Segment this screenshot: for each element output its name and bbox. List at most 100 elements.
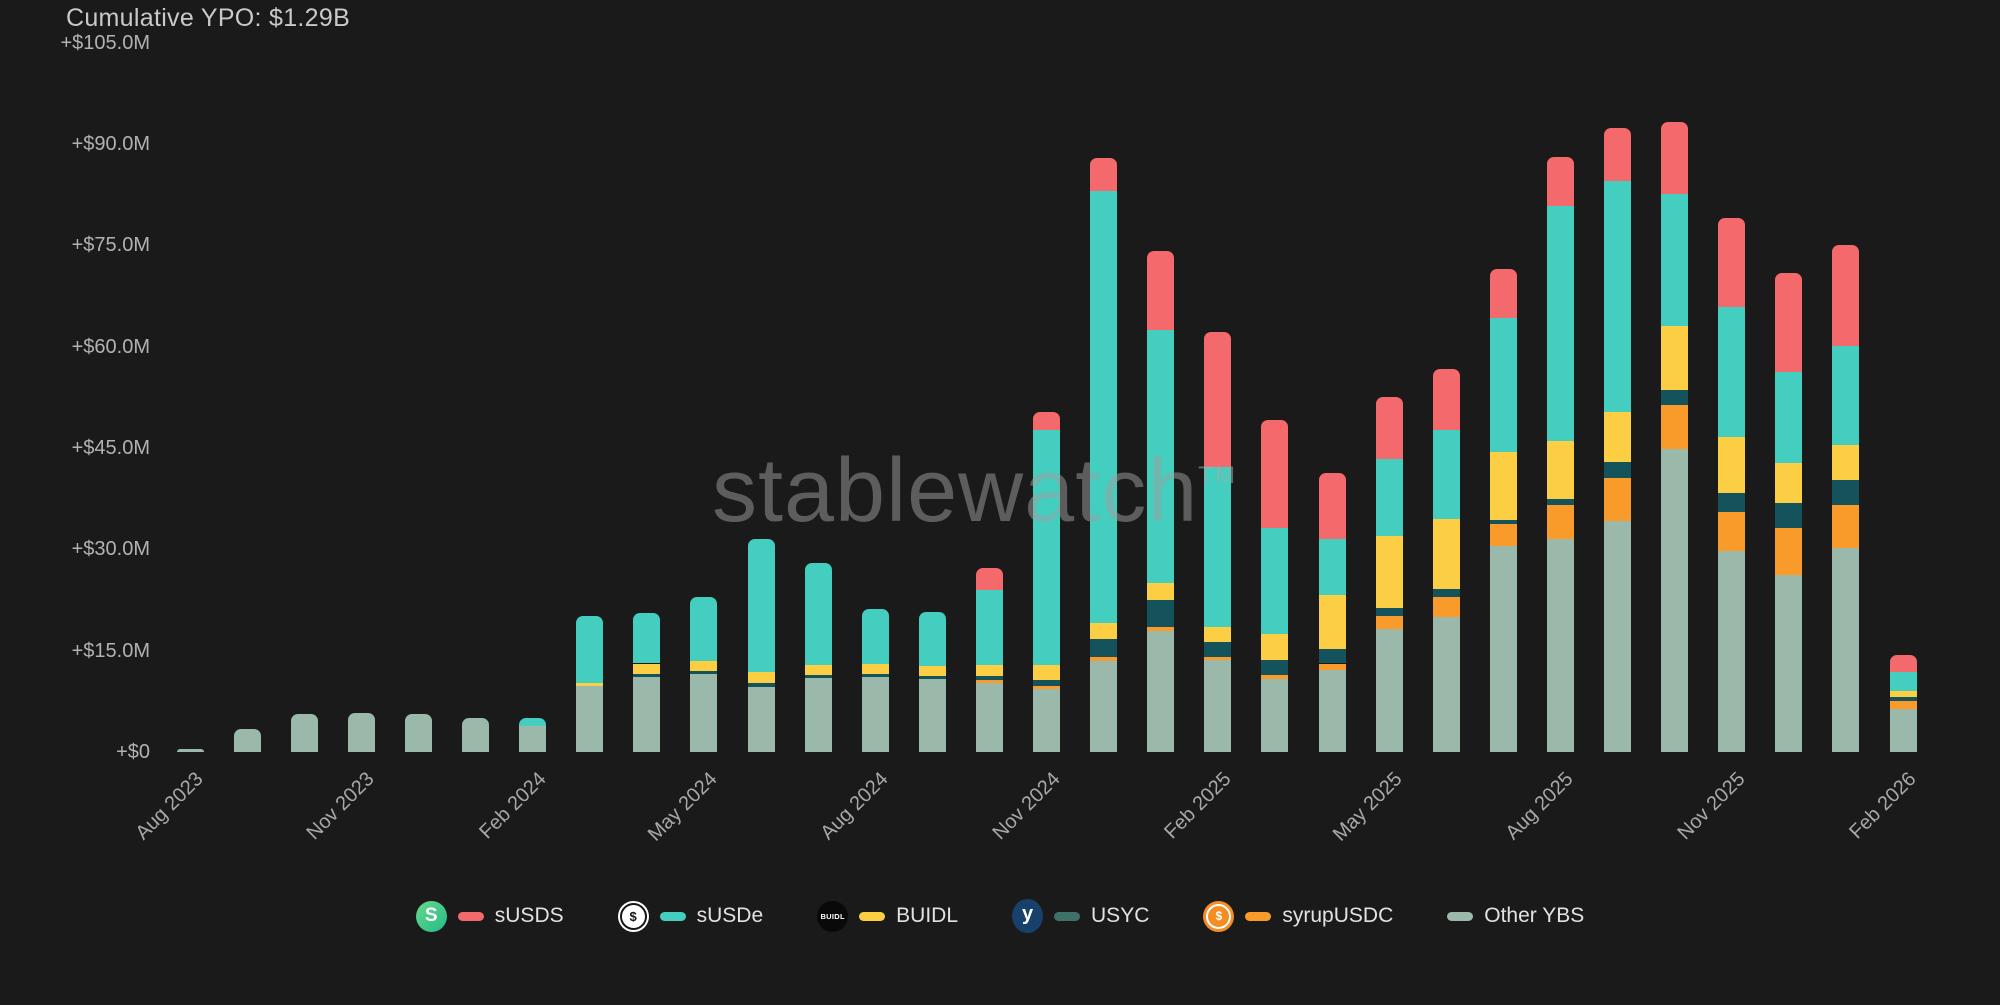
bar-may-2024[interactable]: [690, 0, 718, 752]
bar-segment-usyc[interactable]: [1204, 641, 1232, 657]
bar-segment-other-ybs[interactable]: [1604, 520, 1631, 752]
bar-segment-usyc[interactable]: [1375, 608, 1403, 617]
bar-sep-2025[interactable]: [1604, 0, 1631, 752]
bar-jul-2025[interactable]: [1489, 0, 1517, 752]
bar-segment-buidl[interactable]: [1775, 462, 1803, 504]
bar-segment-susds[interactable]: [1432, 368, 1460, 430]
bar-segment-other-ybs[interactable]: [1432, 616, 1460, 752]
bar-segment-susds[interactable]: [1204, 331, 1232, 467]
bar-segment-susde[interactable]: [1432, 429, 1460, 519]
bar-segment-usyc[interactable]: [1261, 660, 1289, 675]
bar-segment-other-ybs[interactable]: [519, 726, 547, 752]
bar-segment-susde[interactable]: [576, 616, 604, 684]
bar-segment-other-ybs[interactable]: [804, 678, 832, 752]
bar-segment-syrupusdc[interactable]: [1033, 685, 1060, 690]
bar-segment-buidl[interactable]: [1033, 664, 1060, 680]
bar-segment-other-ybs[interactable]: [347, 712, 375, 752]
bar-segment-other-ybs[interactable]: [1546, 538, 1574, 752]
bar-segment-buidl[interactable]: [1090, 622, 1118, 639]
bar-segment-usyc[interactable]: [747, 683, 775, 688]
bar-segment-other-ybs[interactable]: [176, 748, 204, 752]
bar-segment-syrupusdc[interactable]: [1318, 663, 1346, 670]
bar-segment-usyc[interactable]: [1090, 638, 1118, 657]
bar-segment-buidl[interactable]: [1489, 452, 1517, 520]
bar-segment-other-ybs[interactable]: [1889, 708, 1917, 752]
bar-segment-susds[interactable]: [1489, 268, 1517, 318]
bar-segment-buidl[interactable]: [804, 664, 832, 675]
bar-segment-syrupusdc[interactable]: [1775, 527, 1803, 575]
bar-dec-2025[interactable]: [1775, 0, 1803, 752]
bar-segment-syrupusdc[interactable]: [1889, 701, 1917, 709]
bar-segment-susde[interactable]: [1546, 206, 1574, 442]
bar-segment-susde[interactable]: [1204, 466, 1232, 628]
bar-segment-usyc[interactable]: [1832, 479, 1860, 506]
bar-segment-syrupusdc[interactable]: [1718, 511, 1746, 551]
bar-segment-susds[interactable]: [1775, 273, 1803, 373]
legend-item-other-ybs[interactable]: Other YBS: [1447, 904, 1584, 928]
bar-segment-usyc[interactable]: [1147, 600, 1175, 628]
bar-segment-susde[interactable]: [975, 589, 1003, 665]
bar-jun-2025[interactable]: [1432, 0, 1460, 752]
bar-segment-usyc[interactable]: [918, 675, 946, 680]
bar-segment-syrupusdc[interactable]: [1604, 477, 1631, 521]
bar-segment-usyc[interactable]: [1604, 461, 1631, 478]
bar-segment-other-ybs[interactable]: [1033, 689, 1060, 752]
bar-segment-susde[interactable]: [1718, 306, 1746, 438]
bar-segment-other-ybs[interactable]: [233, 729, 261, 752]
bar-nov-2025[interactable]: [1718, 0, 1746, 752]
bar-segment-usyc[interactable]: [1318, 649, 1346, 664]
bar-segment-susde[interactable]: [747, 539, 775, 673]
bar-jun-2024[interactable]: [747, 0, 775, 752]
bar-segment-usyc[interactable]: [633, 673, 661, 677]
bar-segment-susds[interactable]: [1546, 156, 1574, 207]
bar-jan-2026[interactable]: [1832, 0, 1860, 752]
bar-segment-susde[interactable]: [690, 596, 718, 661]
bar-segment-usyc[interactable]: [1889, 697, 1917, 702]
bar-mar-2025[interactable]: [1261, 0, 1289, 752]
bar-segment-other-ybs[interactable]: [633, 677, 661, 752]
bar-segment-buidl[interactable]: [1889, 690, 1917, 698]
bar-segment-susde[interactable]: [1033, 430, 1060, 665]
bar-segment-syrupusdc[interactable]: [1661, 405, 1689, 450]
bar-segment-other-ybs[interactable]: [1775, 575, 1803, 752]
bar-segment-susds[interactable]: [1147, 250, 1175, 331]
bar-segment-usyc[interactable]: [861, 673, 889, 677]
bar-segment-susds[interactable]: [1261, 419, 1289, 529]
legend-item-syrupusdc[interactable]: $ syrupUSDC: [1203, 900, 1393, 932]
bar-segment-buidl[interactable]: [1147, 583, 1175, 600]
bar-sep-2024[interactable]: [918, 0, 946, 752]
bar-segment-buidl[interactable]: [1832, 444, 1860, 480]
bar-segment-susde[interactable]: [1375, 458, 1403, 536]
bar-segment-syrupusdc[interactable]: [975, 680, 1003, 684]
bar-may-2025[interactable]: [1375, 0, 1403, 752]
bar-segment-buidl[interactable]: [1432, 518, 1460, 590]
bar-segment-buidl[interactable]: [747, 672, 775, 684]
bar-segment-other-ybs[interactable]: [1204, 660, 1232, 752]
bar-segment-susde[interactable]: [1147, 330, 1175, 584]
bar-segment-susde[interactable]: [1889, 672, 1917, 691]
bar-segment-other-ybs[interactable]: [1261, 679, 1289, 752]
legend-item-buidl[interactable]: BUIDL BUIDL: [817, 900, 958, 932]
bar-segment-usyc[interactable]: [690, 670, 718, 675]
bar-segment-susde[interactable]: [1261, 528, 1289, 635]
bar-feb-2025[interactable]: [1204, 0, 1232, 752]
bar-segment-other-ybs[interactable]: [690, 674, 718, 752]
bar-feb-2026[interactable]: [1889, 0, 1917, 752]
bar-jul-2024[interactable]: [804, 0, 832, 752]
bar-aug-2025[interactable]: [1546, 0, 1574, 752]
bar-segment-susde[interactable]: [918, 612, 946, 667]
bar-segment-other-ybs[interactable]: [1661, 449, 1689, 752]
bar-segment-usyc[interactable]: [1546, 498, 1574, 505]
bar-segment-susde[interactable]: [633, 612, 661, 664]
bar-segment-usyc[interactable]: [1718, 493, 1746, 512]
bar-segment-usyc[interactable]: [1661, 389, 1689, 406]
bar-segment-syrupusdc[interactable]: [1090, 656, 1118, 661]
bar-segment-syrupusdc[interactable]: [1832, 505, 1860, 548]
bar-segment-buidl[interactable]: [975, 664, 1003, 676]
bar-segment-susde[interactable]: [1832, 346, 1860, 445]
bar-segment-usyc[interactable]: [1033, 679, 1060, 686]
bar-segment-syrupusdc[interactable]: [1204, 656, 1232, 661]
bar-segment-other-ybs[interactable]: [1832, 547, 1860, 752]
bar-segment-susds[interactable]: [1832, 245, 1860, 346]
